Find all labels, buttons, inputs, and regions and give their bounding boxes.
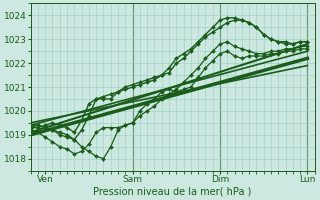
X-axis label: Pression niveau de la mer( hPa ): Pression niveau de la mer( hPa ) bbox=[93, 187, 252, 197]
